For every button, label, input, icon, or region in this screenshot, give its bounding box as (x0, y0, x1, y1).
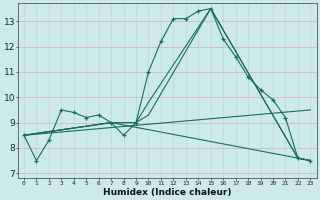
X-axis label: Humidex (Indice chaleur): Humidex (Indice chaleur) (103, 188, 231, 197)
